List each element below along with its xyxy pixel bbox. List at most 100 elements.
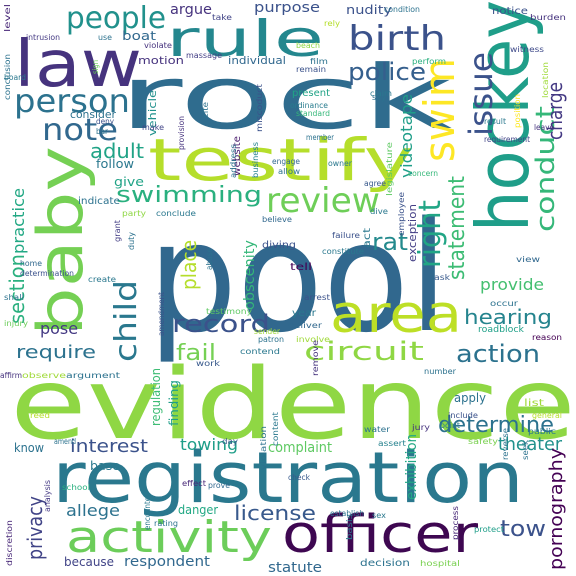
- word: registration: [52, 437, 524, 519]
- word: violation: [259, 426, 268, 470]
- word: pose: [40, 319, 78, 338]
- word: result: [484, 117, 506, 126]
- word: amendment: [157, 292, 166, 336]
- word: argue: [170, 2, 212, 18]
- word: establish: [330, 509, 364, 518]
- word: exception: [406, 204, 419, 262]
- word: perform: [412, 57, 446, 66]
- word: duty: [127, 232, 136, 250]
- word: base: [90, 459, 120, 473]
- word: employee: [397, 192, 406, 236]
- word: massage: [186, 51, 222, 60]
- word: follow: [96, 157, 134, 171]
- word: constitute: [322, 247, 364, 256]
- word: adult: [90, 139, 144, 163]
- word: law: [14, 28, 142, 102]
- word: check: [288, 473, 310, 482]
- word: content: [271, 412, 280, 446]
- word: tow: [500, 517, 546, 542]
- word: note: [42, 113, 118, 148]
- word: officer: [282, 505, 479, 565]
- word: occur: [490, 299, 519, 308]
- word: condition: [384, 5, 420, 14]
- word: concern: [408, 169, 438, 178]
- word: argument: [66, 371, 120, 380]
- word: ask: [434, 273, 450, 282]
- word: videotape: [397, 94, 416, 178]
- word: hockey: [461, 0, 545, 232]
- word: safety: [468, 437, 498, 446]
- word: fail: [176, 341, 216, 366]
- word: bar: [96, 127, 109, 136]
- word: notice: [492, 6, 528, 17]
- word: remove: [311, 340, 320, 376]
- word: danger: [178, 503, 218, 517]
- word: create: [88, 275, 116, 284]
- word: nudity: [346, 3, 392, 17]
- word: reverse: [501, 428, 510, 460]
- word: circuit: [304, 337, 424, 367]
- word: theater: [498, 434, 563, 455]
- word: effect: [182, 479, 206, 488]
- word: year: [292, 308, 317, 319]
- word: issue: [462, 52, 500, 136]
- word: pornography: [546, 448, 567, 570]
- word: police: [348, 58, 426, 86]
- word: arrest: [304, 293, 330, 302]
- word: people: [66, 1, 166, 36]
- word: process: [451, 506, 460, 540]
- word: provide: [480, 275, 544, 294]
- word: protect: [474, 525, 504, 534]
- word: requirement: [484, 135, 530, 144]
- word: statute: [268, 560, 322, 576]
- word: privacy: [23, 496, 47, 560]
- word: review: [266, 181, 380, 221]
- word: involve: [296, 335, 330, 344]
- word: legislature: [385, 142, 394, 196]
- word: level: [3, 4, 12, 32]
- word: point: [440, 421, 460, 430]
- word: deny: [96, 117, 114, 126]
- word: basis: [345, 514, 354, 540]
- word: film: [310, 57, 328, 66]
- word: hospital: [420, 559, 460, 568]
- word: rat: [372, 228, 408, 256]
- word: act: [362, 228, 373, 248]
- word: number: [424, 367, 457, 376]
- word: injury: [4, 319, 28, 328]
- word: affirm: [0, 371, 22, 380]
- word: say: [372, 93, 386, 102]
- word: violate: [144, 41, 172, 50]
- word: encounter: [143, 493, 152, 530]
- word: testify: [148, 126, 414, 194]
- word: use: [98, 33, 112, 42]
- word: party: [122, 209, 146, 218]
- word: interest: [70, 436, 148, 457]
- word: failure: [332, 231, 360, 240]
- word: school: [62, 483, 90, 492]
- word: conclude: [156, 209, 196, 218]
- word: jury: [411, 423, 430, 432]
- word: statement: [445, 176, 470, 280]
- word: activity: [66, 512, 272, 563]
- word: list: [524, 398, 544, 409]
- word: finding: [167, 380, 181, 426]
- word: take: [212, 13, 232, 22]
- word: rating: [154, 519, 178, 528]
- word: analysis: [43, 480, 52, 512]
- word: owner: [328, 159, 353, 168]
- word: conduct: [531, 106, 561, 232]
- word: motion: [138, 54, 184, 67]
- word: day: [222, 437, 238, 446]
- word: respondent: [124, 554, 211, 570]
- word: indicate: [78, 196, 120, 207]
- word: member: [306, 133, 335, 142]
- word: provision: [177, 116, 186, 150]
- word: ordinance: [290, 101, 328, 110]
- word: right: [413, 200, 448, 268]
- word: exhibition: [404, 434, 420, 500]
- word: general: [532, 411, 562, 420]
- word: view: [516, 255, 541, 264]
- word: require: [16, 342, 96, 363]
- word: website: [232, 136, 243, 176]
